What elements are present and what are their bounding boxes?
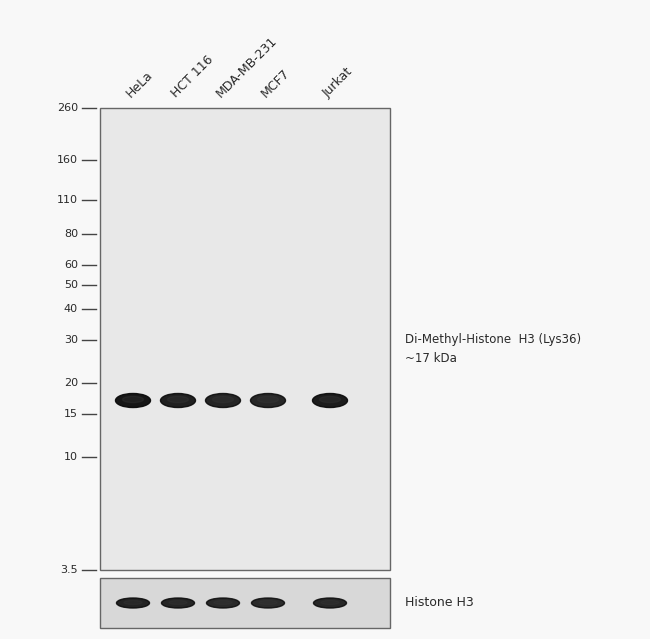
Text: MDA-MB-231: MDA-MB-231	[214, 34, 280, 100]
Text: 40: 40	[64, 304, 78, 314]
Ellipse shape	[214, 601, 232, 604]
Text: Di-Methyl-Histone  H3 (Lys36): Di-Methyl-Histone H3 (Lys36)	[405, 334, 581, 346]
Text: 10: 10	[64, 452, 78, 463]
Ellipse shape	[313, 394, 348, 408]
Text: 160: 160	[57, 155, 78, 165]
Text: 110: 110	[57, 196, 78, 205]
Ellipse shape	[207, 598, 239, 608]
Bar	[100, 108, 390, 570]
Text: 30: 30	[64, 335, 78, 344]
Text: ~17 kDa: ~17 kDa	[405, 351, 457, 364]
Ellipse shape	[257, 396, 278, 403]
Ellipse shape	[116, 598, 150, 608]
Text: 50: 50	[64, 280, 78, 290]
Text: 15: 15	[64, 409, 78, 419]
Text: HeLa: HeLa	[124, 68, 155, 100]
Bar	[100, 578, 390, 628]
Ellipse shape	[250, 394, 285, 408]
Ellipse shape	[169, 601, 187, 604]
Ellipse shape	[213, 396, 233, 403]
Ellipse shape	[168, 396, 188, 403]
Ellipse shape	[313, 598, 346, 608]
Text: 80: 80	[64, 229, 78, 240]
Ellipse shape	[122, 396, 144, 403]
Text: 60: 60	[64, 260, 78, 270]
Ellipse shape	[259, 601, 277, 604]
Ellipse shape	[320, 396, 341, 403]
Text: 20: 20	[64, 378, 78, 388]
Text: Histone H3: Histone H3	[405, 596, 474, 610]
Ellipse shape	[124, 601, 142, 604]
Text: Jurkat: Jurkat	[321, 65, 356, 100]
Ellipse shape	[161, 598, 194, 608]
Ellipse shape	[116, 394, 151, 408]
Ellipse shape	[161, 394, 196, 408]
Text: HCT 116: HCT 116	[169, 53, 216, 100]
Ellipse shape	[252, 598, 285, 608]
Text: 3.5: 3.5	[60, 565, 78, 575]
Ellipse shape	[321, 601, 339, 604]
Text: 260: 260	[57, 103, 78, 113]
Text: MCF7: MCF7	[259, 66, 292, 100]
Ellipse shape	[205, 394, 240, 408]
